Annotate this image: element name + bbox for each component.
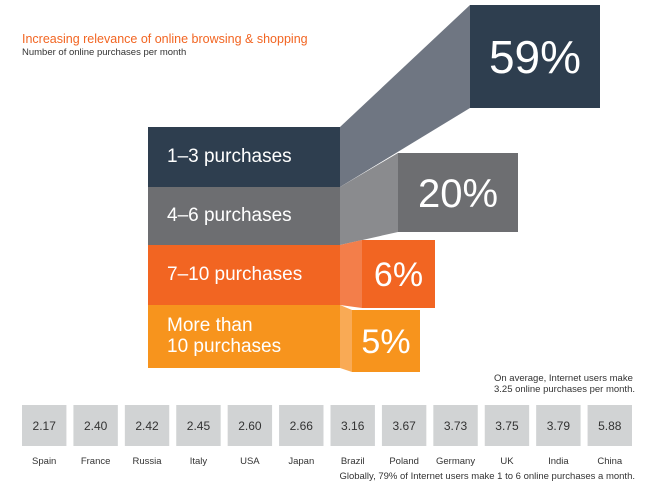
country-label: UK bbox=[500, 456, 514, 467]
value-box bbox=[352, 310, 420, 372]
country-label: Brazil bbox=[341, 456, 365, 467]
subtitle: Number of online purchases per month bbox=[22, 47, 187, 58]
value-label: 3.67 bbox=[392, 419, 416, 433]
country-label: USA bbox=[240, 456, 260, 467]
value-tile bbox=[484, 405, 530, 446]
country-label: Spain bbox=[32, 456, 56, 467]
category-label: 4–6 purchases bbox=[167, 205, 292, 227]
value-tile bbox=[330, 405, 375, 446]
value-tile bbox=[279, 405, 324, 446]
value-tile bbox=[73, 405, 118, 446]
value-label: 2.66 bbox=[290, 419, 314, 433]
value-label: 3.16 bbox=[341, 419, 365, 433]
value-tile bbox=[536, 405, 581, 446]
value-tile bbox=[587, 405, 632, 446]
connector bbox=[340, 5, 470, 187]
value-tile bbox=[227, 405, 273, 446]
title: Increasing relevance of online browsing … bbox=[22, 32, 308, 46]
value-label: 59% bbox=[489, 31, 581, 83]
category-band bbox=[148, 245, 340, 305]
value-tile bbox=[22, 405, 67, 446]
category-band bbox=[148, 127, 340, 187]
category-label: More than 10 purchases bbox=[167, 314, 282, 358]
value-tile bbox=[176, 405, 221, 446]
footnote: Globally, 79% of Internet users make 1 t… bbox=[339, 471, 635, 482]
country-label: Japan bbox=[288, 456, 314, 467]
value-label: 2.42 bbox=[135, 419, 159, 433]
value-label: 2.60 bbox=[238, 419, 262, 433]
connector bbox=[340, 305, 352, 372]
country-label: China bbox=[597, 456, 623, 467]
category-label: 1–3 purchases bbox=[167, 146, 292, 168]
category-band bbox=[148, 305, 340, 368]
value-label: 5.88 bbox=[598, 419, 622, 433]
value-tile bbox=[433, 405, 478, 446]
value-box bbox=[362, 240, 435, 308]
value-label: 6% bbox=[374, 256, 423, 294]
connector bbox=[340, 240, 362, 308]
value-label: 2.40 bbox=[84, 419, 108, 433]
category-band bbox=[148, 187, 340, 245]
note: On average, Internet users make 3.25 onl… bbox=[493, 373, 635, 395]
country-label: Germany bbox=[436, 456, 475, 467]
category-label: 7–10 purchases bbox=[167, 264, 303, 286]
value-label: 3.79 bbox=[547, 419, 571, 433]
value-tile bbox=[124, 405, 170, 446]
country-label: Italy bbox=[190, 456, 208, 467]
value-label: 3.75 bbox=[495, 419, 519, 433]
country-label: Russia bbox=[133, 456, 163, 467]
value-label: 2.17 bbox=[33, 419, 57, 433]
value-box bbox=[470, 5, 600, 108]
country-label: France bbox=[81, 456, 111, 467]
country-label: India bbox=[548, 456, 569, 467]
value-label: 5% bbox=[361, 323, 410, 361]
value-label: 2.45 bbox=[187, 419, 211, 433]
value-tile bbox=[381, 405, 427, 446]
connector bbox=[340, 153, 398, 245]
value-label: 3.73 bbox=[444, 419, 468, 433]
country-label: Poland bbox=[389, 456, 419, 467]
value-label: 20% bbox=[418, 172, 498, 216]
value-box bbox=[398, 153, 518, 232]
